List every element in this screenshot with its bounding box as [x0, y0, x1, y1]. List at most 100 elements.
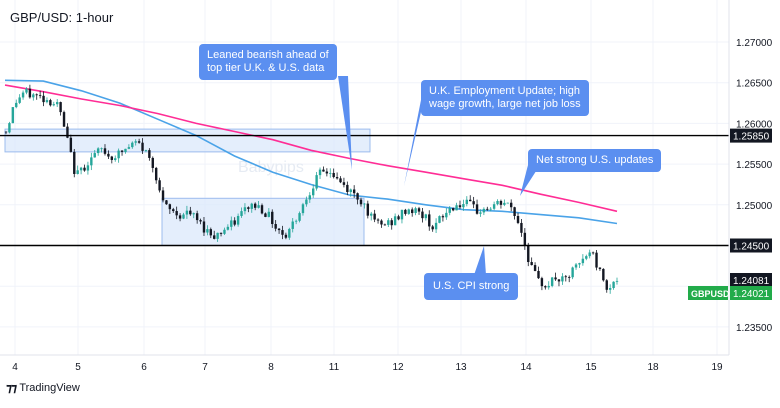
candle	[486, 206, 489, 211]
candle	[479, 209, 482, 217]
candle	[393, 213, 397, 226]
x-tick-label: 11	[329, 362, 340, 373]
time-axis[interactable]: 4 5 6 7 8 11 12 13 14 15 18 19	[12, 362, 723, 373]
candle	[482, 207, 486, 216]
candle	[400, 209, 404, 224]
candle	[359, 197, 363, 207]
candle	[291, 218, 294, 233]
candle	[564, 274, 567, 282]
candle	[56, 99, 59, 107]
candle	[185, 205, 189, 219]
candle	[469, 195, 472, 202]
candle	[520, 218, 523, 237]
candle	[38, 90, 42, 99]
candle	[18, 94, 21, 105]
candle	[417, 206, 421, 215]
tradingview-logo-icon: ⁊⁊	[6, 381, 17, 395]
grid	[0, 0, 729, 355]
x-tick-label: 6	[141, 362, 147, 373]
tradingview-logo[interactable]: ⁊⁊ TradingView	[6, 381, 80, 395]
candle	[267, 208, 271, 218]
candle	[90, 152, 93, 171]
candle	[172, 207, 175, 213]
candle	[509, 199, 513, 212]
last-price-label: 1.24081	[730, 273, 772, 287]
zone-rect	[4, 128, 371, 153]
candle	[339, 176, 342, 184]
x-tick-label: 13	[455, 362, 467, 373]
candle	[236, 213, 240, 227]
x-tick-label: 15	[585, 362, 597, 373]
candle	[407, 208, 410, 215]
candle	[202, 216, 206, 237]
x-tick-label: 12	[392, 362, 404, 373]
tradingview-logo-text: TradingView	[19, 382, 80, 394]
candle	[585, 254, 588, 261]
x-tick-label: 4	[12, 362, 18, 373]
candle	[462, 199, 465, 211]
svg-text:1.24021: 1.24021	[733, 289, 770, 300]
candle	[537, 266, 540, 279]
candle	[8, 121, 11, 134]
candle	[137, 138, 141, 144]
candle	[247, 206, 250, 213]
candle	[496, 199, 499, 206]
candle	[253, 202, 257, 211]
candle	[277, 228, 281, 234]
svg-text:1.24081: 1.24081	[733, 276, 770, 287]
candle	[226, 224, 230, 231]
candle	[533, 262, 537, 272]
annotation-uk-employment: U.K. Employment Update; high wage growth…	[421, 80, 589, 116]
candle	[554, 272, 557, 281]
candle	[366, 200, 370, 219]
candle	[390, 218, 393, 230]
annotation-us-updates: Net strong U.S. updates	[528, 149, 662, 172]
candle	[387, 218, 390, 227]
candle	[182, 212, 185, 220]
x-tick-label: 7	[202, 362, 208, 373]
candle	[11, 107, 15, 124]
x-tick-label: 5	[75, 362, 81, 373]
candle	[243, 203, 247, 215]
candle	[352, 185, 356, 198]
candle	[257, 201, 260, 209]
candle	[404, 208, 407, 216]
candle	[335, 172, 339, 180]
candle	[141, 138, 144, 155]
candle	[281, 225, 284, 240]
candle	[134, 139, 137, 146]
candle	[342, 177, 346, 188]
candle	[445, 208, 448, 220]
x-tick-label: 19	[711, 362, 723, 373]
candle	[308, 192, 311, 203]
candle	[219, 232, 223, 237]
candle	[431, 224, 434, 232]
candle	[578, 262, 581, 269]
candle	[223, 227, 226, 235]
candle	[451, 207, 455, 212]
y-tick-label: 1.27000	[736, 38, 773, 49]
candle	[175, 206, 178, 220]
candle	[305, 196, 308, 207]
candle	[376, 218, 380, 224]
watermark-text: Babypips	[238, 159, 304, 176]
current-price-label: 1.24021	[730, 286, 772, 300]
candle	[428, 210, 431, 231]
candle	[93, 149, 96, 158]
svg-text:GBPUSD: GBPUSD	[691, 289, 730, 299]
candle	[329, 168, 332, 178]
chart-title: GBP/USD: 1-hour	[10, 10, 114, 25]
candle	[550, 276, 554, 288]
candle	[513, 206, 516, 220]
candle	[499, 199, 503, 209]
moving-average-line	[4, 84, 618, 213]
candle	[240, 207, 243, 218]
candle	[294, 219, 298, 225]
callout-pointers	[338, 76, 540, 275]
candle	[15, 99, 18, 109]
candle	[199, 218, 202, 225]
candle	[274, 220, 277, 232]
candle	[165, 199, 168, 205]
